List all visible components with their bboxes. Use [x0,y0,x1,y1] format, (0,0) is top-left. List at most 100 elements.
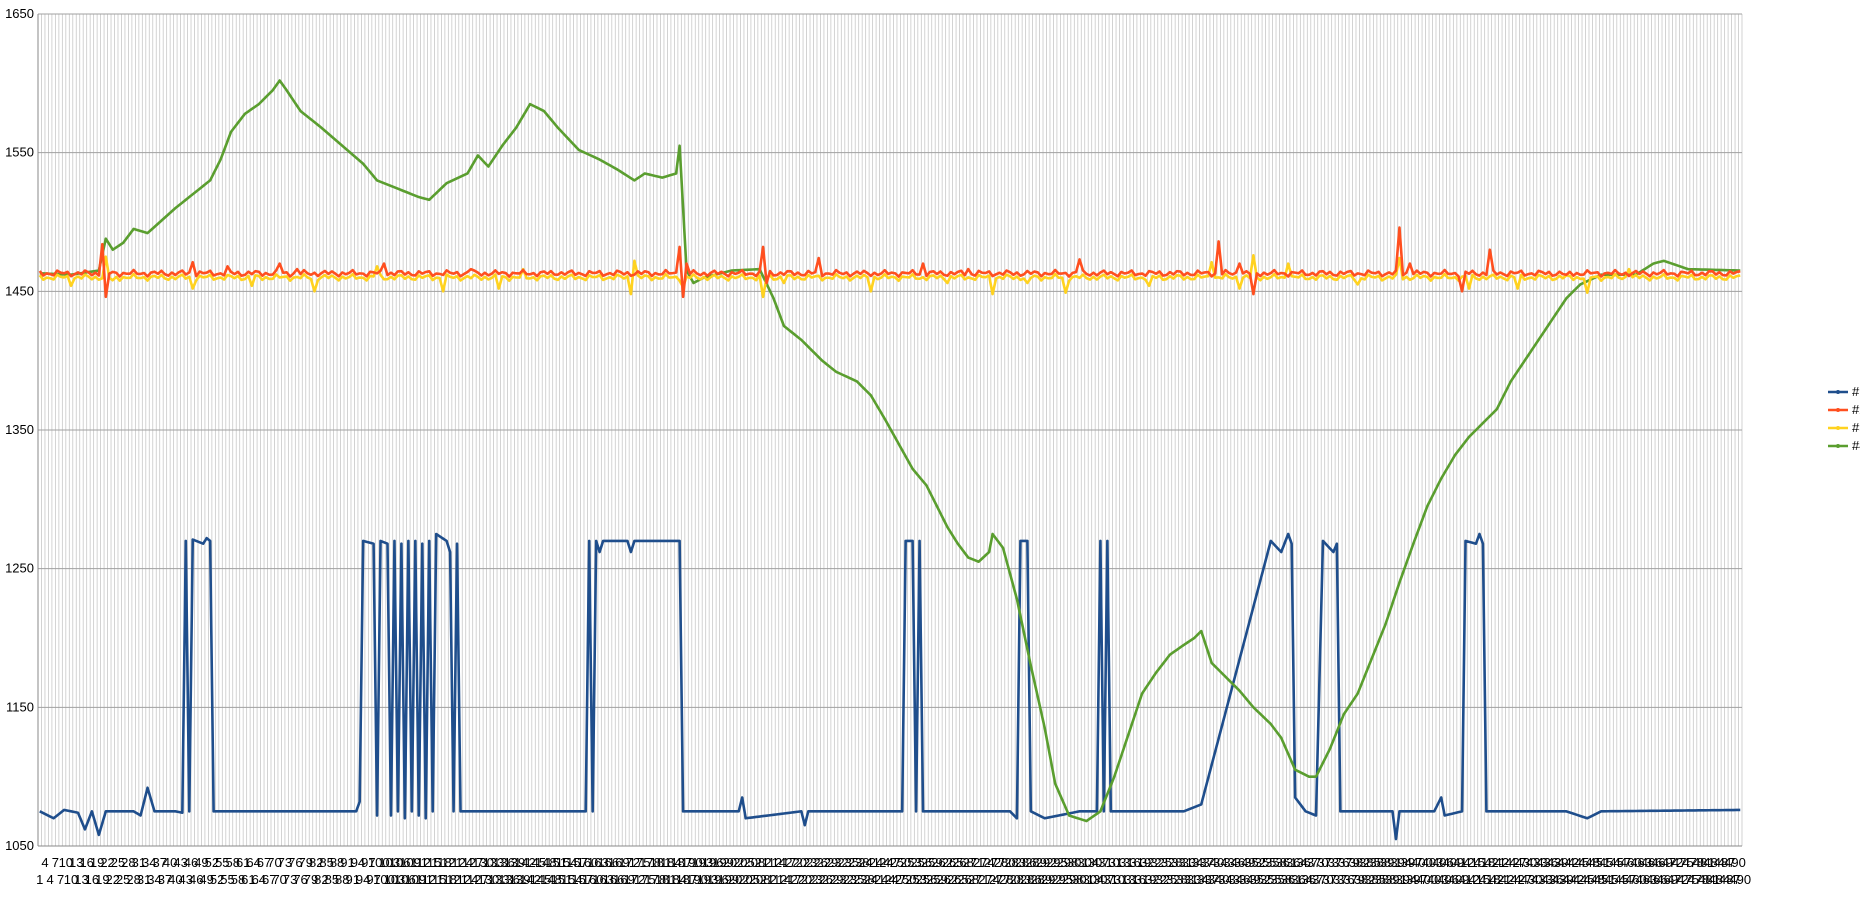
x-tick-label: 463 [1636,872,1658,887]
x-tick-label: 58 [231,872,245,887]
x-tick-label: 46 [189,872,203,887]
x-tick-label: 205 [733,855,755,870]
x-tick-label: 13 [74,872,88,887]
x-tick-label: 256 [916,872,938,887]
x-tick-label: 475 [1672,855,1694,870]
x-tick-label: 100 [373,872,395,887]
x-tick-label: 121 [441,855,463,870]
x-tick-label: 319 [1130,855,1152,870]
x-tick-label: 478 [1682,855,1704,870]
x-tick-label: 355 [1255,855,1277,870]
x-tick-label: 34 [147,872,161,887]
x-tick-label: 184 [665,872,687,887]
x-tick-label: 1 [36,872,43,887]
x-tick-label: 112 [415,872,436,887]
x-tick-label: 235 [837,855,859,870]
x-tick-label: 223 [801,872,823,887]
x-tick-label: 7 [57,872,64,887]
x-tick-label: 166 [603,872,625,887]
x-tick-label: 79 [304,872,318,887]
x-tick-label: 388 [1375,872,1397,887]
series-line-num1 [39,532,1741,841]
x-tick-label: 229 [817,855,839,870]
x-tick-label: 28 [126,872,140,887]
x-tick-label: 310 [1098,855,1120,870]
x-tick-label: 196 [707,872,729,887]
x-tick-label: 142 [514,855,536,870]
x-tick-label: 352 [1244,855,1266,870]
x-tick-label: 391 [1380,855,1402,870]
x-tick-label: 403 [1427,872,1449,887]
x-tick-label: 193 [697,872,719,887]
x-tick-label: 421 [1489,872,1511,887]
x-tick-label: 34 [142,855,156,870]
x-tick-label: 223 [796,855,818,870]
x-tick-label: 337 [1192,855,1214,870]
x-tick-label: 487 [1719,872,1741,887]
x-tick-label: 118 [431,855,452,870]
x-tick-label: 361 [1276,855,1298,870]
x-tick-label: 238 [853,872,875,887]
x-tick-label: 175 [629,855,651,870]
x-tick-label: 259 [926,872,948,887]
x-tick-label: 91 [345,872,359,887]
x-tick-label: 481 [1693,855,1715,870]
x-tick-label: 472 [1667,872,1689,887]
x-tick-label: 286 [1020,872,1042,887]
x-tick-label: 364 [1291,872,1313,887]
x-tick-label: 28 [121,855,135,870]
x-tick-label: 415 [1469,872,1491,887]
x-tick-label: 175 [634,872,656,887]
x-tick-label: 136 [493,855,515,870]
x-tick-label: 382 [1354,872,1376,887]
x-tick-label: 322 [1140,855,1162,870]
x-tick-label: 172 [618,855,640,870]
x-tick-label: 127 [462,855,484,870]
x-tick-label: 208 [749,872,771,887]
x-tick-label: 289 [1030,872,1052,887]
x-tick-label: 265 [942,855,964,870]
x-tick-label: 451 [1589,855,1611,870]
x-tick-label: 103 [378,855,400,870]
x-tick-label: 319 [1135,872,1157,887]
x-tick-label: 349 [1234,855,1256,870]
x-tick-label: 238 [848,855,870,870]
x-tick-label: 307 [1093,872,1115,887]
x-tick-label: 262 [937,872,959,887]
x-tick-label: 199 [712,855,734,870]
y-tick-label: 1250 [5,561,34,576]
x-tick-label: 235 [843,872,865,887]
x-tick-label: 52 [210,872,224,887]
x-tick-label: 250 [895,872,917,887]
x-tick-label: 490 [1729,872,1751,887]
y-tick-label: 1350 [5,422,34,437]
x-tick-label: 139 [509,872,531,887]
x-tick-label: 244 [874,872,896,887]
x-tick-label: 19 [90,855,104,870]
y-axis: 1050 1150 1250 1350 1450 1550 1650 [5,6,39,853]
x-tick-label: 109 [404,872,426,887]
legend-label: #1 [1852,384,1860,399]
x-tick-label: 430 [1516,855,1538,870]
x-tick-label: 130 [477,872,499,887]
x-tick-label: 208 [744,855,766,870]
x-tick-label: 361 [1281,872,1303,887]
x-tick-label: 400 [1416,872,1438,887]
x-tick-label: 115 [421,855,442,870]
x-tick-label: 373 [1323,872,1345,887]
x-tick-label: 40 [163,855,177,870]
x-tick-label: 178 [639,855,661,870]
x-tick-label: 22 [106,872,120,887]
x-tick-label: 325 [1156,872,1178,887]
x-tick-label: 397 [1401,855,1423,870]
x-tick-label: 169 [608,855,630,870]
x-tick-label: 271 [963,855,985,870]
legend-marker [1836,426,1840,430]
x-tick-label: 469 [1651,855,1673,870]
x-tick-label: 403 [1422,855,1444,870]
x-tick-label: 418 [1479,872,1501,887]
x-tick-label: 58 [226,855,240,870]
x-tick-label: 340 [1208,872,1230,887]
x-tick-label: 337 [1197,872,1219,887]
x-tick-label: 364 [1286,855,1308,870]
